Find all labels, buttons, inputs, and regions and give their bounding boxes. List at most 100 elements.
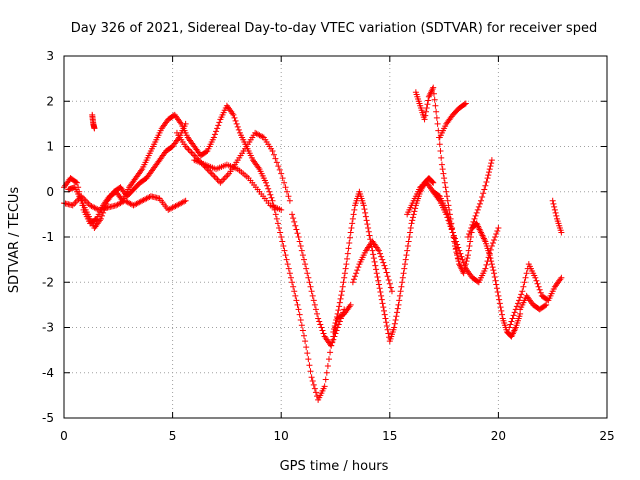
data-point-marker <box>102 203 109 210</box>
data-point-marker <box>338 292 345 299</box>
data-point-marker <box>488 160 495 167</box>
data-point-marker <box>431 96 438 103</box>
data-point-marker <box>491 237 498 244</box>
data-point-marker <box>232 117 239 124</box>
data-point-marker <box>342 265 349 272</box>
y-tick-label: -1 <box>42 230 54 244</box>
data-point-marker <box>235 126 242 133</box>
data-series <box>349 238 395 295</box>
data-point-marker <box>397 288 404 295</box>
data-point-marker <box>442 184 449 191</box>
data-point-marker <box>278 234 285 240</box>
data-point-marker <box>467 238 474 245</box>
data-point-marker <box>231 114 238 121</box>
data-point-marker <box>492 277 499 284</box>
data-point-marker <box>430 90 437 97</box>
data-point-marker <box>474 206 481 213</box>
data-point-marker <box>347 301 354 308</box>
data-series <box>61 102 354 403</box>
data-point-marker <box>295 306 302 313</box>
data-point-marker <box>339 288 346 295</box>
data-point-marker <box>482 182 489 189</box>
data-point-marker <box>277 229 284 236</box>
data-point-marker <box>310 381 317 388</box>
y-tick-label: -2 <box>42 275 54 289</box>
data-point-marker <box>215 122 222 129</box>
data-point-marker <box>309 292 316 299</box>
data-point-marker <box>493 230 500 237</box>
data-point-marker <box>353 270 360 277</box>
data-point-marker <box>536 286 543 293</box>
y-tick-label: -4 <box>42 366 54 380</box>
data-point-marker <box>371 258 378 265</box>
data-point-marker <box>307 283 314 290</box>
data-point-marker <box>386 280 393 287</box>
data-point-marker <box>304 350 311 357</box>
data-point-marker <box>291 218 298 225</box>
data-point-marker <box>297 243 304 250</box>
data-point-marker <box>537 289 544 296</box>
data-point-marker <box>507 321 514 328</box>
data-point-marker <box>523 270 530 277</box>
data-point-marker <box>307 368 314 375</box>
data-point-marker <box>391 324 398 331</box>
data-point-marker <box>423 105 430 112</box>
data-point-marker <box>506 324 513 331</box>
data-point-marker <box>396 297 403 304</box>
data-point-marker <box>287 274 294 281</box>
data-point-marker <box>312 389 319 396</box>
data-point-marker <box>370 251 377 258</box>
data-point-marker <box>487 246 494 253</box>
data-point-marker <box>459 256 466 263</box>
data-point-marker <box>489 264 496 271</box>
data-point-marker <box>316 318 323 325</box>
data-point-marker <box>370 255 377 262</box>
data-point-marker <box>323 369 330 376</box>
data-point-marker <box>339 312 346 319</box>
data-point-marker <box>346 234 353 241</box>
data-point-marker <box>520 283 527 290</box>
data-point-marker <box>311 301 318 308</box>
data-point-marker <box>432 102 439 109</box>
data-point-marker <box>438 161 445 168</box>
data-point-marker <box>465 247 472 254</box>
data-point-marker <box>272 155 279 162</box>
data-point-marker <box>492 234 499 240</box>
data-point-marker <box>360 202 367 209</box>
data-point-marker <box>305 356 312 363</box>
data-point-marker <box>483 178 490 185</box>
data-point-marker <box>378 253 385 260</box>
data-point-marker <box>486 250 493 257</box>
data-point-marker <box>491 273 498 280</box>
data-point-marker <box>433 114 440 121</box>
data-point-marker <box>391 320 398 327</box>
data-point-marker <box>383 322 390 329</box>
data-point-marker <box>325 356 332 363</box>
data-point-marker <box>430 179 437 186</box>
data-point-marker <box>434 120 441 127</box>
data-point-marker <box>266 188 273 195</box>
data-point-marker <box>558 229 565 236</box>
data-point-marker <box>423 108 429 115</box>
data-point-marker <box>404 247 411 254</box>
data-point-marker <box>265 185 272 192</box>
data-point-marker <box>441 175 448 182</box>
data-point-marker <box>296 238 303 245</box>
data-point-marker <box>476 200 483 207</box>
data-point-marker <box>462 100 469 107</box>
data-point-marker <box>469 221 476 228</box>
data-point-marker <box>344 250 351 257</box>
data-series <box>65 120 189 231</box>
data-point-marker <box>410 211 417 218</box>
data-point-marker <box>444 210 451 217</box>
data-point-marker <box>549 197 556 204</box>
data-point-marker <box>495 292 502 299</box>
data-point-marker <box>294 230 301 237</box>
data-point-marker <box>264 182 271 189</box>
data-point-marker <box>272 211 279 218</box>
data-point-marker <box>269 197 276 204</box>
data-point-marker <box>337 295 344 302</box>
data-point-marker <box>495 224 502 231</box>
data-point-marker <box>470 218 477 225</box>
